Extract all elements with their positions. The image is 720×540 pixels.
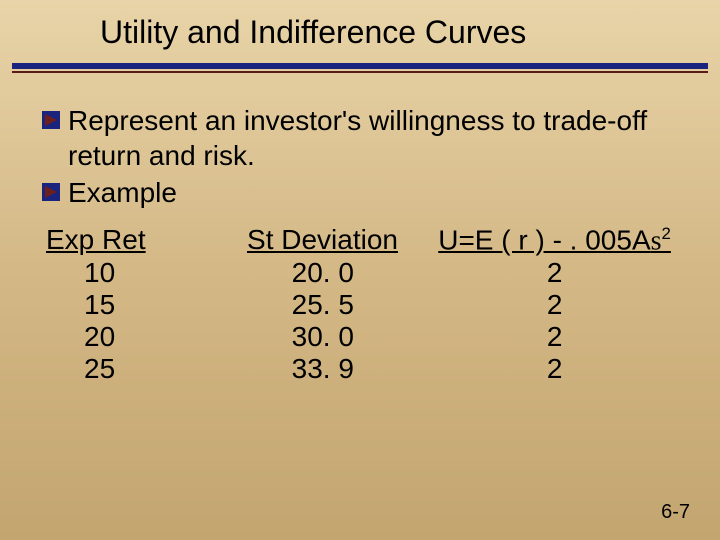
cell-utility: 2: [431, 257, 678, 289]
rule-navy: [12, 63, 708, 69]
table-row: 20 30. 0 2: [46, 321, 678, 353]
bullet-text: Example: [68, 175, 177, 210]
content-area: Represent an investor's willingness to t…: [0, 73, 720, 385]
cell-stdev: 30. 0: [214, 321, 431, 353]
table-row: 10 20. 0 2: [46, 257, 678, 289]
cell-expret: 15: [46, 289, 214, 321]
table-row: 25 33. 9 2: [46, 353, 678, 385]
bullet-icon: [42, 111, 60, 129]
col3-exp: 2: [662, 224, 671, 243]
bullet-text: Represent an investor's willingness to t…: [68, 103, 678, 173]
data-table: Exp Ret St Deviation U=E ( r ) - . 005As…: [42, 224, 678, 385]
cell-expret: 10: [46, 257, 214, 289]
bullet-icon: [42, 183, 60, 201]
col3-sigma: s: [651, 225, 662, 256]
table-row: 15 25. 5 2: [46, 289, 678, 321]
bullet-item: Represent an investor's willingness to t…: [42, 103, 678, 173]
slide-title: Utility and Indifference Curves: [100, 14, 680, 51]
cell-stdev: 25. 5: [214, 289, 431, 321]
col3-prefix: U=E ( r ) - . 005A: [438, 224, 650, 255]
cell-stdev: 20. 0: [214, 257, 431, 289]
cell-expret: 25: [46, 353, 214, 385]
bullet-item: Example: [42, 175, 678, 210]
col-header-expret: Exp Ret: [46, 224, 214, 257]
page-number: 6-7: [661, 501, 690, 524]
cell-utility: 2: [431, 353, 678, 385]
cell-expret: 20: [46, 321, 214, 353]
cell-utility: 2: [431, 289, 678, 321]
col-header-stdev: St Deviation: [214, 224, 431, 257]
col-header-utility: U=E ( r ) - . 005As2: [431, 224, 678, 257]
cell-stdev: 33. 9: [214, 353, 431, 385]
title-area: Utility and Indifference Curves: [0, 0, 720, 59]
table-header-row: Exp Ret St Deviation U=E ( r ) - . 005As…: [46, 224, 678, 257]
cell-utility: 2: [431, 321, 678, 353]
